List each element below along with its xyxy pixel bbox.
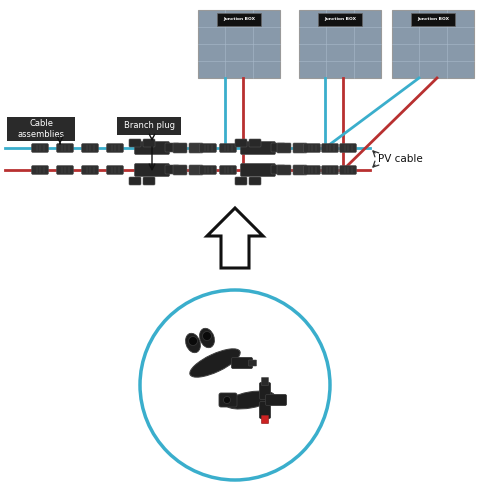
FancyBboxPatch shape xyxy=(260,402,270,418)
FancyBboxPatch shape xyxy=(322,166,338,174)
FancyBboxPatch shape xyxy=(262,378,268,386)
FancyBboxPatch shape xyxy=(249,139,261,147)
FancyBboxPatch shape xyxy=(293,165,307,175)
FancyBboxPatch shape xyxy=(277,143,291,153)
Text: Branch plug: Branch plug xyxy=(124,122,174,130)
FancyBboxPatch shape xyxy=(304,144,320,152)
FancyBboxPatch shape xyxy=(200,166,216,174)
Ellipse shape xyxy=(202,332,211,340)
FancyBboxPatch shape xyxy=(129,177,141,185)
FancyBboxPatch shape xyxy=(277,165,291,175)
Ellipse shape xyxy=(190,349,240,377)
Polygon shape xyxy=(207,208,263,268)
FancyBboxPatch shape xyxy=(200,144,216,152)
FancyBboxPatch shape xyxy=(248,360,256,366)
FancyBboxPatch shape xyxy=(7,117,75,141)
FancyBboxPatch shape xyxy=(219,393,237,407)
Text: PV cable: PV cable xyxy=(378,154,423,164)
FancyBboxPatch shape xyxy=(293,143,307,153)
FancyBboxPatch shape xyxy=(262,416,268,424)
FancyBboxPatch shape xyxy=(318,12,362,26)
Ellipse shape xyxy=(188,336,198,345)
FancyBboxPatch shape xyxy=(235,177,247,185)
FancyBboxPatch shape xyxy=(165,143,179,152)
FancyBboxPatch shape xyxy=(106,166,124,174)
Ellipse shape xyxy=(226,391,274,409)
FancyBboxPatch shape xyxy=(173,143,187,153)
FancyBboxPatch shape xyxy=(240,164,276,176)
Text: Junction BOX: Junction BOX xyxy=(417,17,449,21)
FancyBboxPatch shape xyxy=(249,177,261,185)
Text: Junction BOX: Junction BOX xyxy=(324,17,356,21)
FancyBboxPatch shape xyxy=(82,144,98,152)
FancyBboxPatch shape xyxy=(271,165,285,174)
FancyBboxPatch shape xyxy=(217,12,261,26)
FancyBboxPatch shape xyxy=(340,144,356,152)
FancyBboxPatch shape xyxy=(165,165,179,174)
FancyBboxPatch shape xyxy=(240,142,276,154)
FancyBboxPatch shape xyxy=(82,166,98,174)
Circle shape xyxy=(140,290,330,480)
FancyBboxPatch shape xyxy=(129,139,141,147)
FancyBboxPatch shape xyxy=(340,166,356,174)
FancyBboxPatch shape xyxy=(189,143,203,153)
FancyBboxPatch shape xyxy=(232,358,252,368)
FancyBboxPatch shape xyxy=(266,394,286,406)
FancyBboxPatch shape xyxy=(117,117,181,135)
FancyBboxPatch shape xyxy=(189,165,203,175)
FancyBboxPatch shape xyxy=(143,177,155,185)
Ellipse shape xyxy=(200,328,214,347)
FancyBboxPatch shape xyxy=(220,166,236,174)
Ellipse shape xyxy=(224,396,230,404)
FancyBboxPatch shape xyxy=(173,165,187,175)
Ellipse shape xyxy=(186,334,200,352)
FancyBboxPatch shape xyxy=(56,166,74,174)
FancyBboxPatch shape xyxy=(134,164,170,176)
FancyBboxPatch shape xyxy=(235,139,247,147)
FancyBboxPatch shape xyxy=(220,144,236,152)
FancyBboxPatch shape xyxy=(143,139,155,147)
FancyBboxPatch shape xyxy=(32,166,48,174)
Bar xyxy=(392,10,474,78)
FancyBboxPatch shape xyxy=(411,12,455,26)
Bar xyxy=(299,10,381,78)
FancyBboxPatch shape xyxy=(134,142,170,154)
FancyBboxPatch shape xyxy=(271,143,285,152)
FancyBboxPatch shape xyxy=(56,144,74,152)
FancyBboxPatch shape xyxy=(322,144,338,152)
FancyBboxPatch shape xyxy=(304,166,320,174)
Text: Cable
assemblies: Cable assemblies xyxy=(18,119,64,139)
Bar xyxy=(198,10,280,78)
FancyBboxPatch shape xyxy=(32,144,48,152)
FancyBboxPatch shape xyxy=(106,144,124,152)
Text: Junction BOX: Junction BOX xyxy=(223,17,255,21)
FancyBboxPatch shape xyxy=(260,382,270,400)
